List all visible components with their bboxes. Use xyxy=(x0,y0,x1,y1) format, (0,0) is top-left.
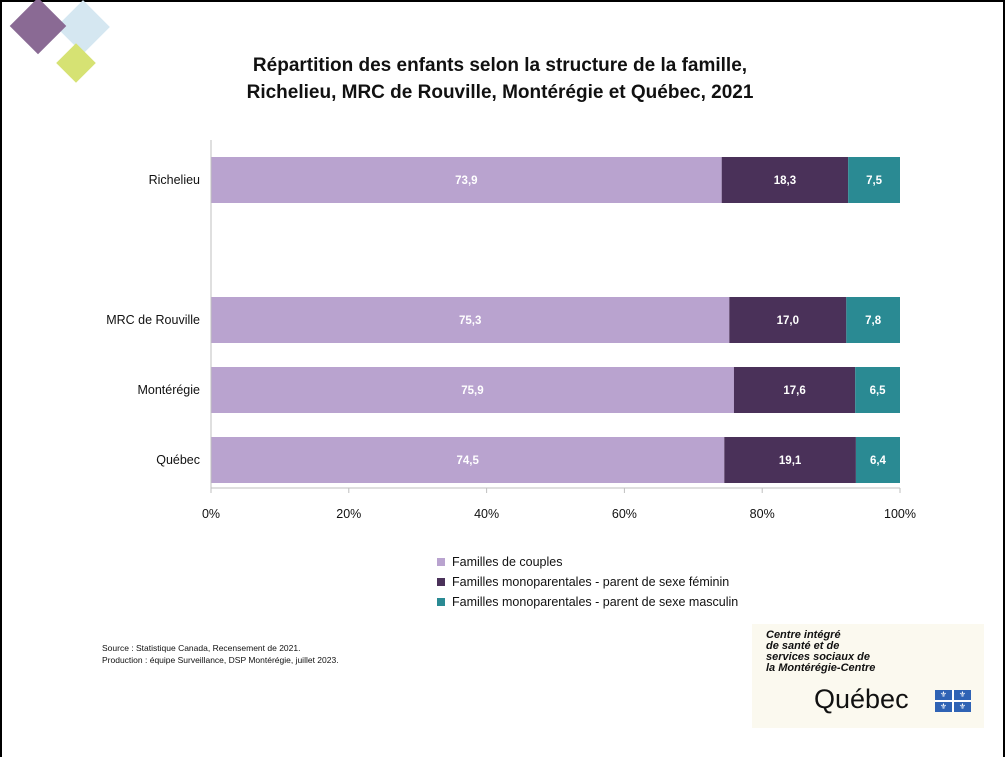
x-tick-label: 40% xyxy=(474,507,499,521)
category-label-mrc-de-rouville: MRC de Rouville xyxy=(106,313,200,327)
x-tick-label: 20% xyxy=(336,507,361,521)
legend-item-mono-feminin: Familles monoparentales - parent de sexe… xyxy=(437,572,738,592)
legend-swatch-mono-feminin xyxy=(437,578,445,586)
data-label-mrc-de-rouville-series-1: 17,0 xyxy=(777,315,799,327)
chart-title: Répartition des enfants selon la structu… xyxy=(150,52,850,106)
bar-mrc-de-rouville-series-2 xyxy=(846,297,900,343)
data-label-monteregie-series-0: 75,9 xyxy=(461,385,483,397)
data-label-quebec-series-0: 74,5 xyxy=(456,455,479,467)
logo-line1: Centre intégré xyxy=(766,629,841,641)
bar-mrc-de-rouville-series-1 xyxy=(729,297,847,343)
source-line: Source : Statistique Canada, Recensement… xyxy=(102,643,301,653)
data-label-mrc-de-rouville-series-2: 7,8 xyxy=(865,315,882,327)
stacked-bar-chart: 73,9 18,3 7,5 Richelieu 75,3 17,0 7,8 MRC de Ro… xyxy=(106,140,916,521)
logo-wordmark: Québec xyxy=(814,684,909,714)
production-line: Production : équipe Surveillance, DSP Mo… xyxy=(102,655,339,665)
frame-border-right xyxy=(1003,0,1005,757)
category-label-richelieu: Richelieu xyxy=(149,173,200,187)
logo-line2: de santé et de xyxy=(766,640,840,652)
frame-border-top xyxy=(0,0,1005,2)
fleur-de-lis-icon: ⚜ xyxy=(954,702,971,712)
chart-title-line2: Richelieu, MRC de Rouville, Montérégie e… xyxy=(246,82,754,103)
frame-border-left xyxy=(0,0,2,757)
legend-label-mono-masculin: Familles monoparentales - parent de sexe… xyxy=(452,595,739,609)
category-label-monteregie: Montérégie xyxy=(137,383,200,397)
bar-richelieu-series-0 xyxy=(211,157,722,203)
data-label-quebec-series-1: 19,1 xyxy=(779,455,802,467)
bar-monteregie-series-0 xyxy=(211,367,734,413)
x-tick-label: 0% xyxy=(202,507,220,521)
legend-swatch-mono-masculin xyxy=(437,598,445,606)
logo-line3: services sociaux de xyxy=(766,651,870,663)
fleur-de-lis-icon: ⚜ xyxy=(935,690,952,700)
x-tick-label: 100% xyxy=(884,507,916,521)
legend-label-couples: Familles de couples xyxy=(452,555,563,569)
bar-quebec-series-0 xyxy=(211,437,725,483)
fleur-de-lis-icon: ⚜ xyxy=(935,702,952,712)
fleur-de-lis-icon: ⚜ xyxy=(954,690,971,700)
legend-label-mono-feminin: Familles monoparentales - parent de sexe… xyxy=(452,575,730,589)
data-label-quebec-series-2: 6,4 xyxy=(870,455,887,467)
legend-item-mono-masculin: Familles monoparentales - parent de sexe… xyxy=(437,592,738,612)
bar-mrc-de-rouville-series-0 xyxy=(211,297,730,343)
cisss-logo: Centre intégré de santé et de services s… xyxy=(752,624,984,728)
chart-title-line1: Répartition des enfants selon la structu… xyxy=(252,55,748,76)
source-note: Source : Statistique Canada, Recensement… xyxy=(102,642,339,666)
bar-quebec-series-1 xyxy=(724,437,856,483)
legend-swatch-couples xyxy=(437,558,445,566)
data-label-richelieu-series-2: 7,5 xyxy=(866,175,883,187)
chart-legend: Familles de couples Familles monoparenta… xyxy=(437,552,738,612)
quebec-flag-icon: ⚜ ⚜ ⚜ ⚜ xyxy=(935,690,971,712)
bar-monteregie-series-1 xyxy=(733,367,856,413)
data-label-monteregie-series-2: 6,5 xyxy=(870,385,887,397)
x-tick-label: 60% xyxy=(612,507,637,521)
logo-organization-name: Centre intégré de santé et de services s… xyxy=(766,630,875,674)
x-tick-label: 80% xyxy=(750,507,775,521)
bar-monteregie-series-2 xyxy=(855,367,900,413)
bar-quebec-series-2 xyxy=(855,437,900,483)
bar-richelieu-series-1 xyxy=(721,157,849,203)
category-label-quebec: Québec xyxy=(156,453,200,467)
legend-item-couples: Familles de couples xyxy=(437,552,738,572)
logo-line4: la Montérégie-Centre xyxy=(766,662,876,674)
data-label-monteregie-series-1: 17,6 xyxy=(783,385,805,397)
data-label-richelieu-series-0: 73,9 xyxy=(455,175,477,187)
data-label-richelieu-series-1: 18,3 xyxy=(774,175,796,187)
bar-richelieu-series-2 xyxy=(848,157,900,203)
data-label-mrc-de-rouville-series-0: 75,3 xyxy=(459,315,481,327)
